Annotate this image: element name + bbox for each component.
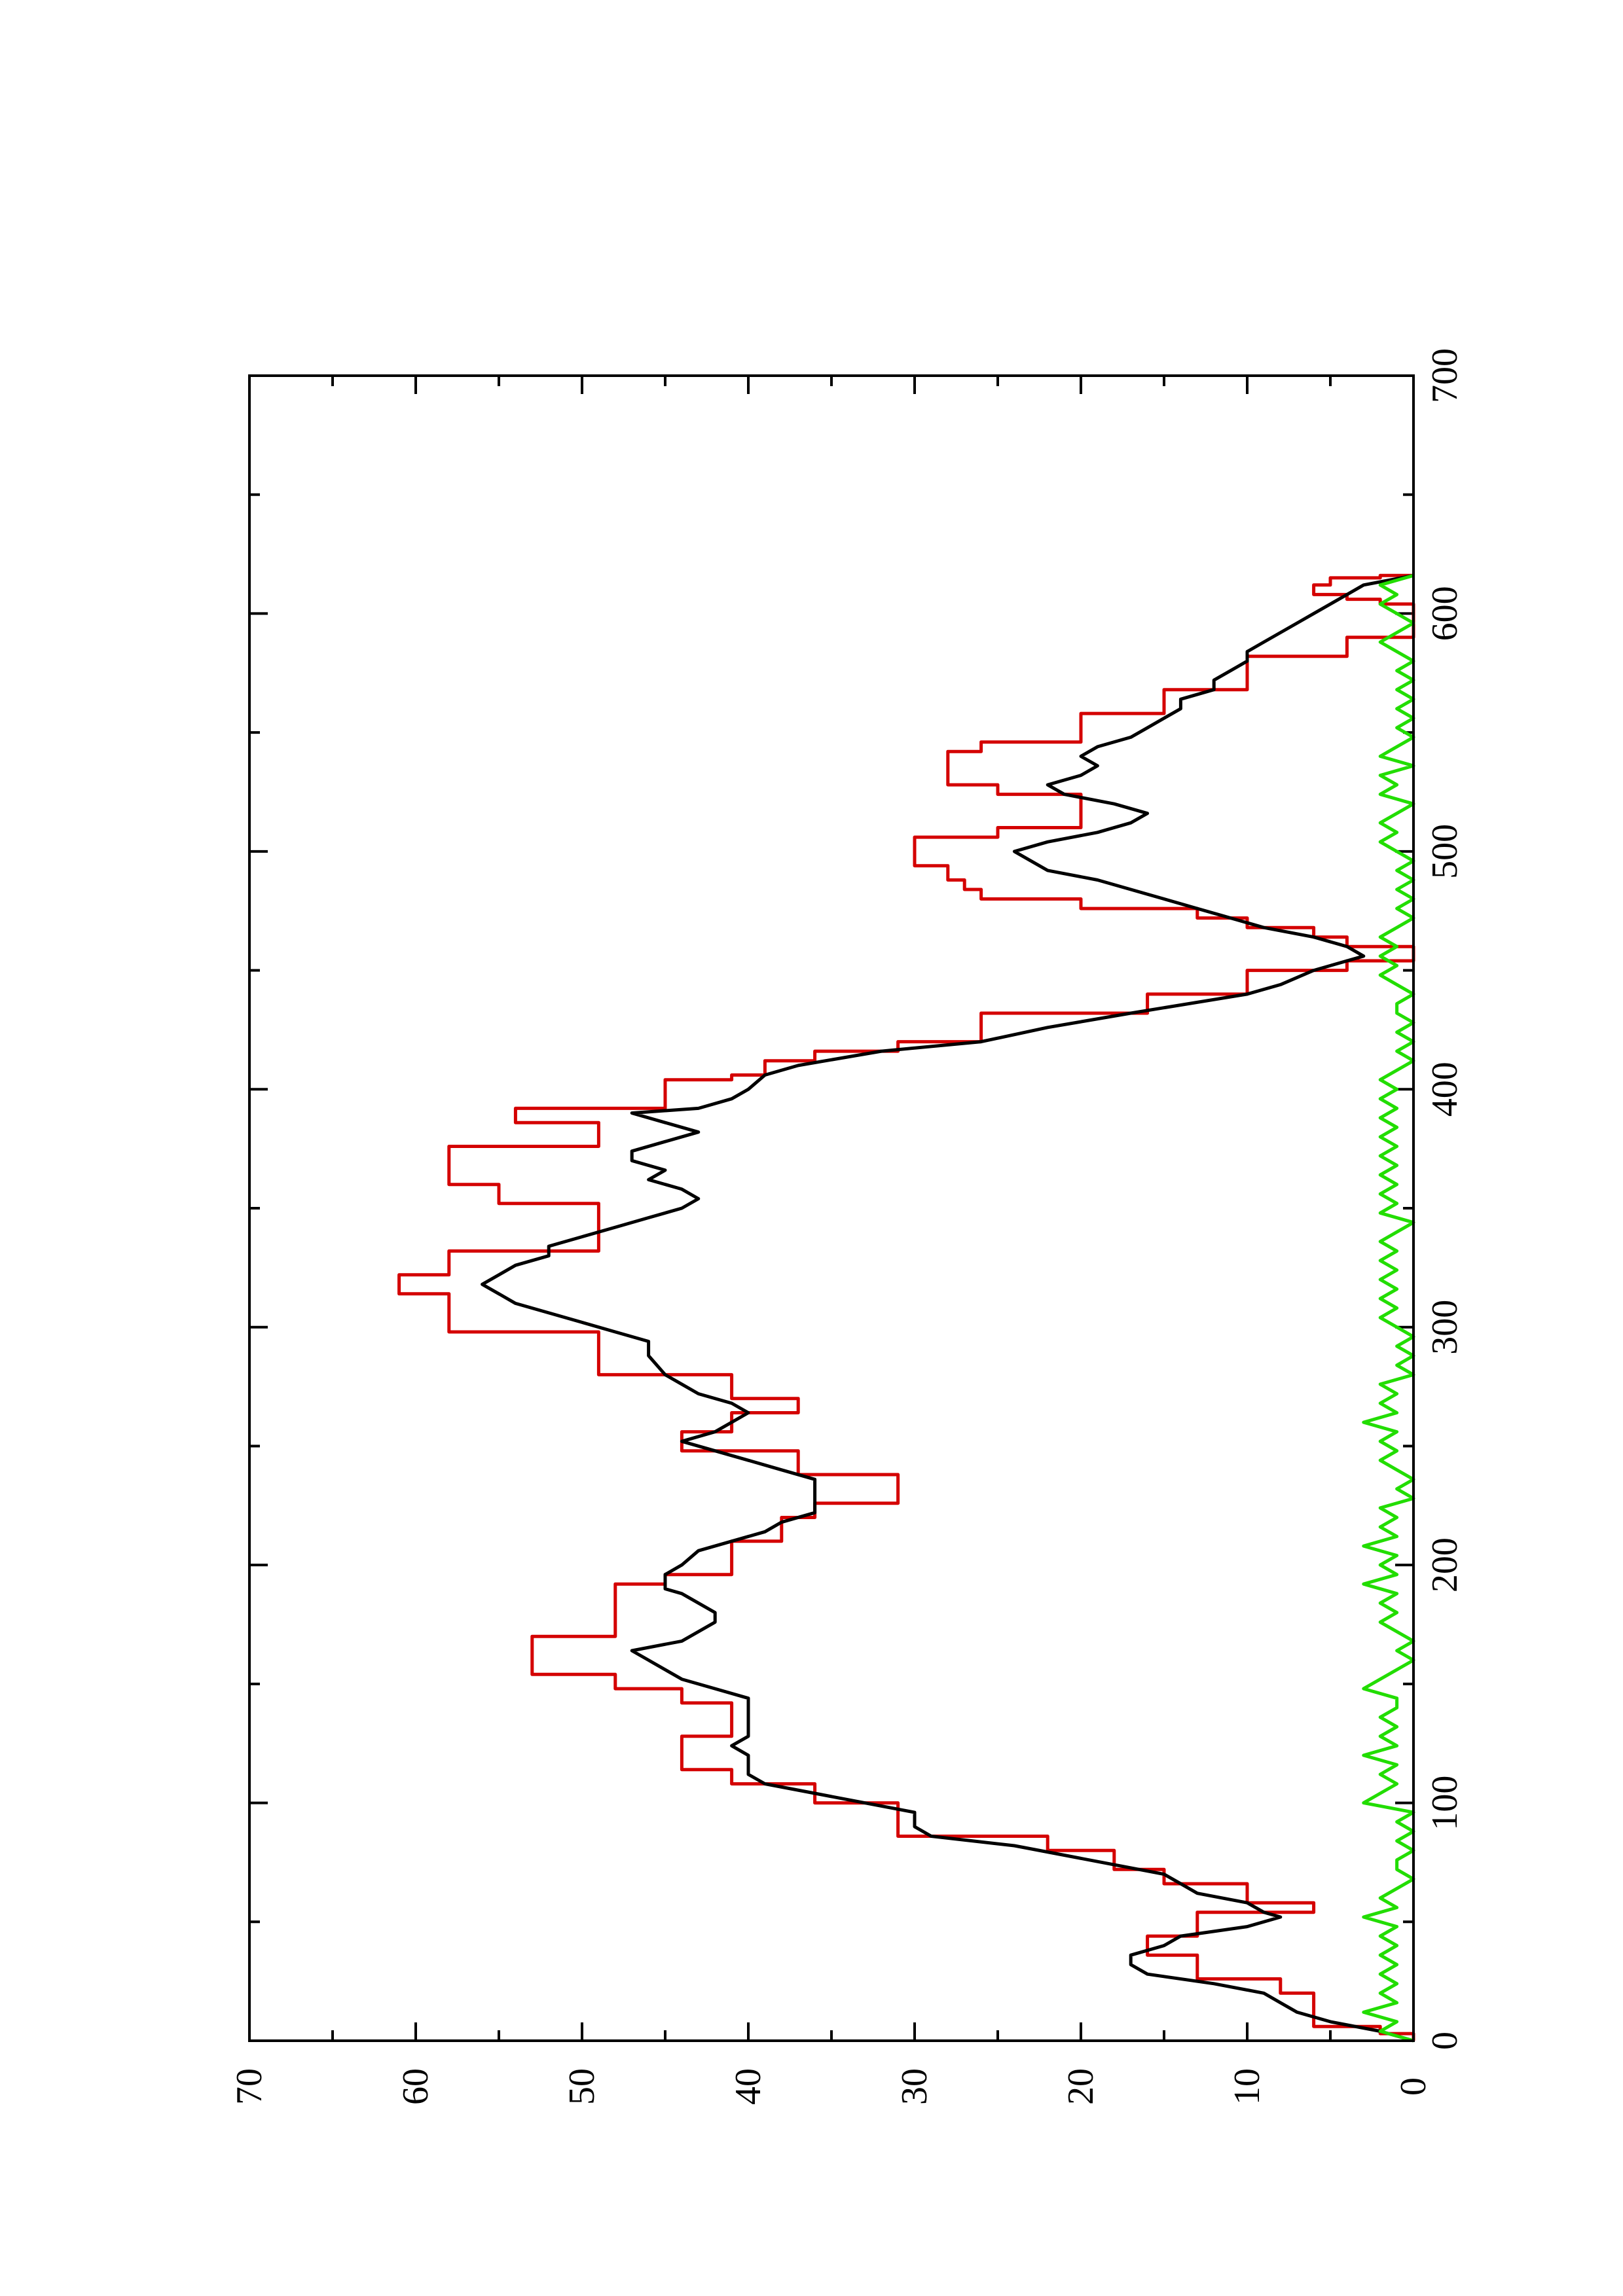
x-tick-label: 500: [1425, 824, 1465, 879]
x-tick-label: 700: [1425, 348, 1465, 403]
y-tick-label: 20: [1061, 2068, 1101, 2105]
series-layer: [397, 573, 1415, 2043]
tick-labels: 0 100 200 300 400 500 600 700 0 10 20 30 40 50 60 70: [229, 348, 1465, 2105]
axis-ticks: [248, 374, 1415, 2042]
series-line-2: [481, 573, 1414, 2043]
y-tick-label: 50: [562, 2068, 602, 2105]
series-line-1: [397, 573, 1415, 2041]
x-tick-label: 100: [1425, 1776, 1465, 1831]
series-line-3: [1362, 573, 1415, 2043]
y-tick-label: 60: [395, 2068, 436, 2105]
x-tick-label: 0: [1425, 2032, 1465, 2050]
y-tick-label: 30: [894, 2068, 935, 2105]
y-tick-label: 70: [229, 2068, 270, 2105]
y-tick-label: 40: [728, 2068, 769, 2105]
x-tick-label: 600: [1425, 586, 1465, 641]
plot-frame: [248, 374, 1415, 2042]
x-tick-label: 300: [1425, 1300, 1465, 1355]
x-tick-label: 400: [1425, 1062, 1465, 1117]
y-tick-label: 0: [1393, 2077, 1434, 2096]
x-tick-label: 200: [1425, 1537, 1465, 1592]
y-tick-label: 10: [1227, 2068, 1267, 2105]
